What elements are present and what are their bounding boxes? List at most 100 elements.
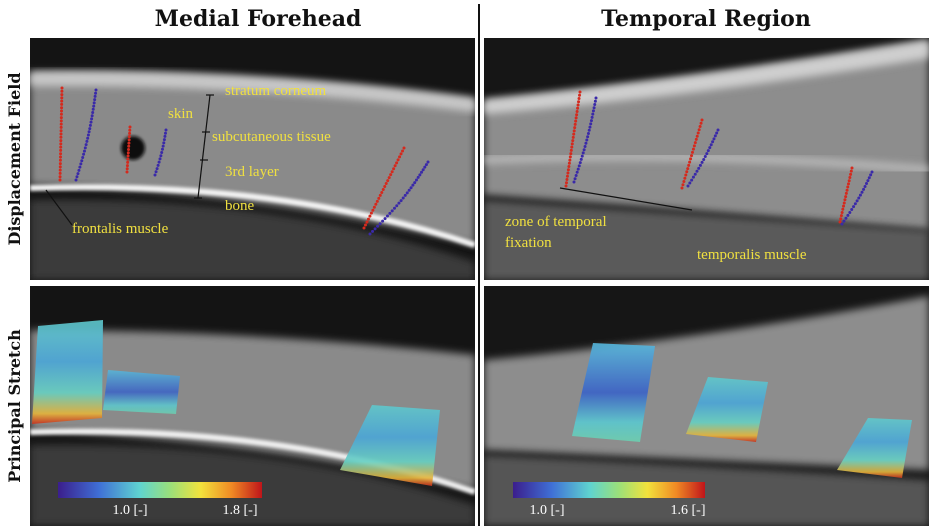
- dot: [82, 153, 85, 156]
- dot: [60, 133, 63, 136]
- dot: [845, 192, 848, 195]
- dot: [594, 100, 597, 103]
- dot: [93, 98, 96, 101]
- dot: [569, 152, 572, 155]
- dot: [93, 101, 96, 104]
- dot: [857, 197, 860, 200]
- dot: [88, 127, 91, 130]
- dot: [90, 117, 93, 120]
- dot: [576, 107, 579, 110]
- dot: [694, 173, 697, 176]
- dot: [577, 168, 580, 171]
- dot: [843, 198, 846, 201]
- dot: [695, 138, 698, 141]
- dot: [681, 187, 684, 190]
- dot: [577, 100, 580, 103]
- dot: [840, 214, 843, 217]
- dot: [871, 171, 874, 174]
- dot: [59, 139, 62, 142]
- dot: [850, 208, 853, 211]
- dot: [162, 145, 165, 148]
- dot: [128, 135, 131, 138]
- dot: [377, 197, 380, 200]
- dot: [94, 95, 97, 98]
- dot: [127, 145, 130, 148]
- dot: [94, 92, 97, 95]
- dot: [425, 163, 428, 166]
- dot: [126, 161, 129, 164]
- dot: [391, 170, 394, 173]
- dot: [692, 176, 695, 179]
- dot: [571, 142, 574, 145]
- dot: [699, 125, 702, 128]
- dot: [579, 91, 582, 94]
- dot: [865, 182, 868, 185]
- dot: [591, 116, 594, 119]
- dot: [59, 172, 62, 175]
- dot: [687, 164, 690, 167]
- dot: [714, 134, 717, 137]
- dot: [379, 194, 382, 197]
- colorbar: [513, 482, 705, 498]
- dot: [848, 179, 851, 182]
- dot: [699, 164, 702, 167]
- dot: [707, 149, 710, 152]
- dot: [568, 162, 571, 165]
- dot: [849, 173, 852, 176]
- dot: [155, 170, 158, 173]
- dot: [95, 89, 98, 92]
- dot: [401, 149, 404, 152]
- dot: [413, 181, 416, 184]
- dot: [60, 129, 63, 132]
- dot: [404, 194, 407, 197]
- dot: [60, 123, 63, 126]
- annotation: frontalis muscle: [72, 221, 169, 237]
- dot: [127, 148, 130, 151]
- dot: [364, 224, 367, 227]
- dot: [578, 164, 581, 167]
- dot: [579, 161, 582, 164]
- dot: [389, 173, 392, 176]
- dot: [374, 203, 377, 206]
- dot: [854, 202, 857, 205]
- dot: [685, 170, 688, 173]
- dot: [380, 191, 383, 194]
- dot: [126, 158, 129, 161]
- dot: [567, 165, 570, 168]
- dot: [386, 179, 389, 182]
- dot: [697, 167, 700, 170]
- dot: [373, 206, 376, 209]
- dot: [841, 208, 844, 211]
- dot: [60, 103, 63, 106]
- dot: [690, 179, 693, 182]
- dot: [410, 186, 413, 189]
- dot: [868, 176, 871, 179]
- dot: [397, 202, 400, 205]
- dot: [862, 188, 865, 191]
- dot: [688, 161, 691, 164]
- dot: [60, 110, 63, 113]
- dot: [60, 119, 63, 122]
- dot: [427, 161, 430, 164]
- dot: [577, 103, 580, 106]
- dot: [566, 175, 569, 178]
- dot: [574, 177, 577, 180]
- dot: [126, 164, 129, 167]
- dot: [573, 126, 576, 129]
- dot: [851, 167, 854, 170]
- dot: [60, 106, 63, 109]
- dot: [417, 176, 420, 179]
- dot: [81, 156, 84, 159]
- dot: [163, 138, 166, 141]
- dot: [570, 149, 573, 152]
- dot: [420, 171, 423, 174]
- dot: [76, 172, 79, 175]
- dot: [163, 135, 166, 138]
- colorbar-label: 1.6 [-]: [671, 503, 706, 518]
- dot: [578, 94, 581, 97]
- dot: [575, 113, 578, 116]
- dot: [681, 183, 684, 186]
- dot: [589, 122, 592, 125]
- dot: [576, 110, 579, 113]
- dot: [371, 209, 374, 212]
